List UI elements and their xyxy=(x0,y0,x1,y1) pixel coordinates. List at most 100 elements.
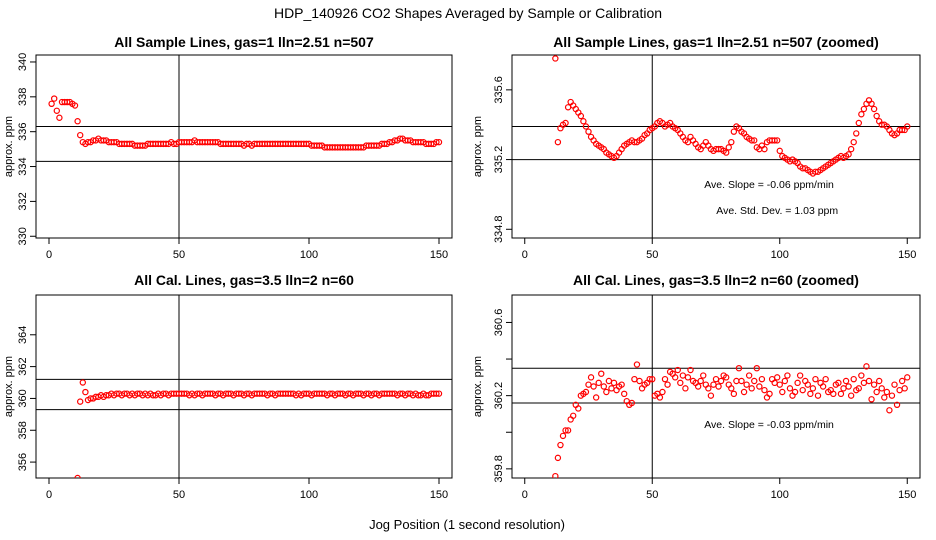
data-point xyxy=(715,383,722,390)
x-tick-label: 150 xyxy=(898,249,916,261)
x-tick-label: 0 xyxy=(522,249,528,261)
y-axis-label: approx. ppm xyxy=(3,356,15,417)
data-point xyxy=(433,138,440,146)
data-point xyxy=(812,375,819,383)
data-series xyxy=(48,95,443,151)
data-point xyxy=(774,374,781,381)
data-point xyxy=(48,100,55,108)
y-tick-label: 330 xyxy=(17,227,29,245)
data-point xyxy=(784,372,791,379)
data-point xyxy=(74,474,81,478)
data-point xyxy=(847,392,855,399)
data-point xyxy=(776,147,783,155)
data-point xyxy=(873,112,880,120)
data-point xyxy=(682,385,689,392)
x-tick-label: 50 xyxy=(173,489,185,501)
data-point xyxy=(799,386,806,394)
data-point xyxy=(876,377,883,385)
data-point xyxy=(735,365,743,372)
data-point xyxy=(435,138,443,146)
plot-frame xyxy=(511,294,921,479)
panel-p2: All Sample Lines, gas=1 lln=2.51 n=507 (… xyxy=(472,34,921,261)
data-point xyxy=(564,427,572,434)
data-point xyxy=(552,55,559,62)
data-point xyxy=(855,119,863,127)
data-point xyxy=(590,383,597,390)
data-point xyxy=(435,390,443,397)
y-tick-label: 335.6 xyxy=(493,76,505,104)
data-point xyxy=(554,454,562,462)
data-point xyxy=(781,377,789,385)
y-tick-label: 364 xyxy=(17,326,29,344)
data-point xyxy=(577,112,585,120)
data-point xyxy=(656,394,664,401)
data-point xyxy=(863,363,870,370)
data-point xyxy=(796,372,804,379)
x-tick-label: 100 xyxy=(300,489,318,501)
data-point xyxy=(575,405,582,412)
data-point xyxy=(853,130,860,137)
data-point xyxy=(898,126,906,134)
data-point xyxy=(633,361,641,368)
y-tick-label: 360 xyxy=(17,389,29,407)
data-point xyxy=(786,385,794,392)
data-point xyxy=(700,372,707,379)
data-point xyxy=(728,385,735,392)
data-point xyxy=(865,377,873,385)
data-point xyxy=(845,151,852,158)
data-point xyxy=(822,375,829,383)
data-point xyxy=(794,379,801,387)
data-point xyxy=(557,441,564,449)
data-point xyxy=(725,144,732,151)
data-point xyxy=(79,379,87,386)
data-point xyxy=(598,370,605,377)
data-point xyxy=(870,381,878,388)
data-point xyxy=(842,377,850,385)
y-tick-label: 358 xyxy=(17,421,29,439)
panel-p3: All Cal. Lines, gas=3.5 lln=2 n=60 approx… xyxy=(3,272,453,501)
data-point xyxy=(779,388,786,396)
y-tick-label: 336 xyxy=(17,123,29,141)
plot-frame xyxy=(35,294,453,479)
data-point xyxy=(751,377,758,385)
data-point xyxy=(730,390,738,398)
data-point xyxy=(756,383,763,390)
y-axis-label: approx. ppm xyxy=(3,116,15,177)
data-point xyxy=(893,401,901,408)
y-tick-label: 362 xyxy=(17,357,29,375)
data-point xyxy=(870,105,878,113)
data-point xyxy=(886,407,893,414)
y-tick-label: 340 xyxy=(17,53,29,71)
data-point xyxy=(610,379,618,387)
data-point xyxy=(858,111,865,118)
data-point xyxy=(659,388,666,396)
data-point xyxy=(687,366,694,374)
data-point xyxy=(774,137,781,144)
data-point xyxy=(723,374,730,381)
data-point xyxy=(881,394,888,401)
y-tick-label: 360.2 xyxy=(493,382,505,410)
y-tick-label: 360.6 xyxy=(493,309,505,337)
panel-title: All Cal. Lines, gas=3.5 lln=2 n=60 (zoom… xyxy=(573,272,859,288)
data-point xyxy=(600,383,608,390)
data-point xyxy=(758,375,766,383)
data-point xyxy=(694,383,702,390)
data-point xyxy=(904,374,911,381)
x-tick-label: 50 xyxy=(173,249,185,261)
panel-annotation: Ave. Std. Dev. = 1.03 ppm xyxy=(716,205,838,217)
data-point xyxy=(705,385,712,392)
data-point xyxy=(51,95,58,102)
panel-annotation: Ave. Slope = -0.03 ppm/min xyxy=(704,419,834,431)
y-axis-label: approx. ppm xyxy=(472,356,484,417)
data-point xyxy=(855,385,863,392)
plot-frame xyxy=(511,54,921,239)
data-point xyxy=(904,123,911,130)
data-point xyxy=(628,399,636,407)
data-point xyxy=(618,381,625,388)
data-point xyxy=(771,137,778,144)
data-point xyxy=(751,137,758,144)
data-point xyxy=(819,383,827,390)
x-tick-label: 150 xyxy=(430,489,448,501)
y-tick-label: 338 xyxy=(17,88,29,106)
data-point xyxy=(595,379,602,387)
